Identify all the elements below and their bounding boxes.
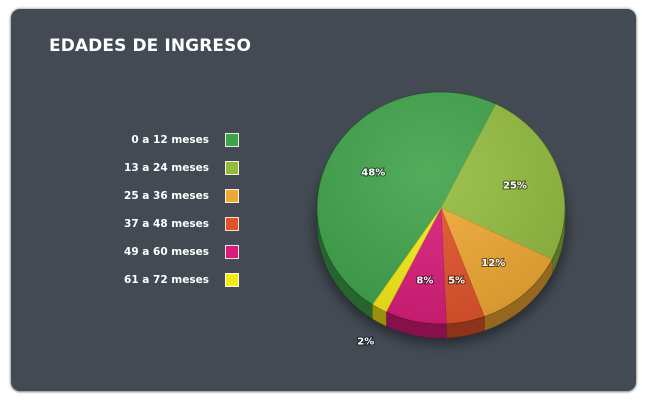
legend-swatch — [225, 133, 239, 147]
legend-label: 25 a 36 meses — [124, 190, 209, 202]
legend-item: 13 a 24 meses — [91, 160, 239, 176]
legend-label: 61 a 72 meses — [124, 274, 209, 286]
legend: 0 a 12 meses 13 a 24 meses 25 a 36 meses… — [11, 9, 311, 389]
pie-gloss — [316, 91, 566, 325]
legend-label: 49 a 60 meses — [124, 246, 209, 258]
legend-label: 0 a 12 meses — [131, 134, 209, 146]
pie-labels: 48% 25% 12% 5% 8% 2% — [356, 167, 528, 349]
legend-swatch — [225, 217, 239, 231]
pie-value-label: 48% — [361, 168, 385, 179]
legend-swatch — [225, 245, 239, 259]
legend-swatch — [225, 161, 239, 175]
pie-value-label: 2% — [357, 337, 374, 348]
legend-item: 61 a 72 meses — [91, 272, 239, 288]
legend-label: 37 a 48 meses — [124, 218, 209, 230]
legend-swatch — [225, 273, 239, 287]
pie-sides — [316, 207, 566, 339]
pie-value-label: 12% — [481, 258, 505, 269]
legend-item: 37 a 48 meses — [91, 216, 239, 232]
pie-value-label: 8% — [416, 276, 433, 287]
legend-item: 49 a 60 meses — [91, 244, 239, 260]
pie-chart: 48% 25% 12% 5% 8% 2% — [315, 91, 567, 349]
pie-value-label: 5% — [448, 276, 465, 287]
chart-title: EDADES DE INGRESO — [49, 36, 252, 56]
legend-label: 13 a 24 meses — [124, 162, 209, 174]
legend-swatch — [225, 189, 239, 203]
pie-value-label: 25% — [503, 181, 527, 192]
legend-item: 0 a 12 meses — [91, 132, 239, 148]
chart-card: EDADES DE INGRESO 0 a 12 meses 13 a 24 m… — [11, 9, 636, 391]
legend-item: 25 a 36 meses — [91, 188, 239, 204]
